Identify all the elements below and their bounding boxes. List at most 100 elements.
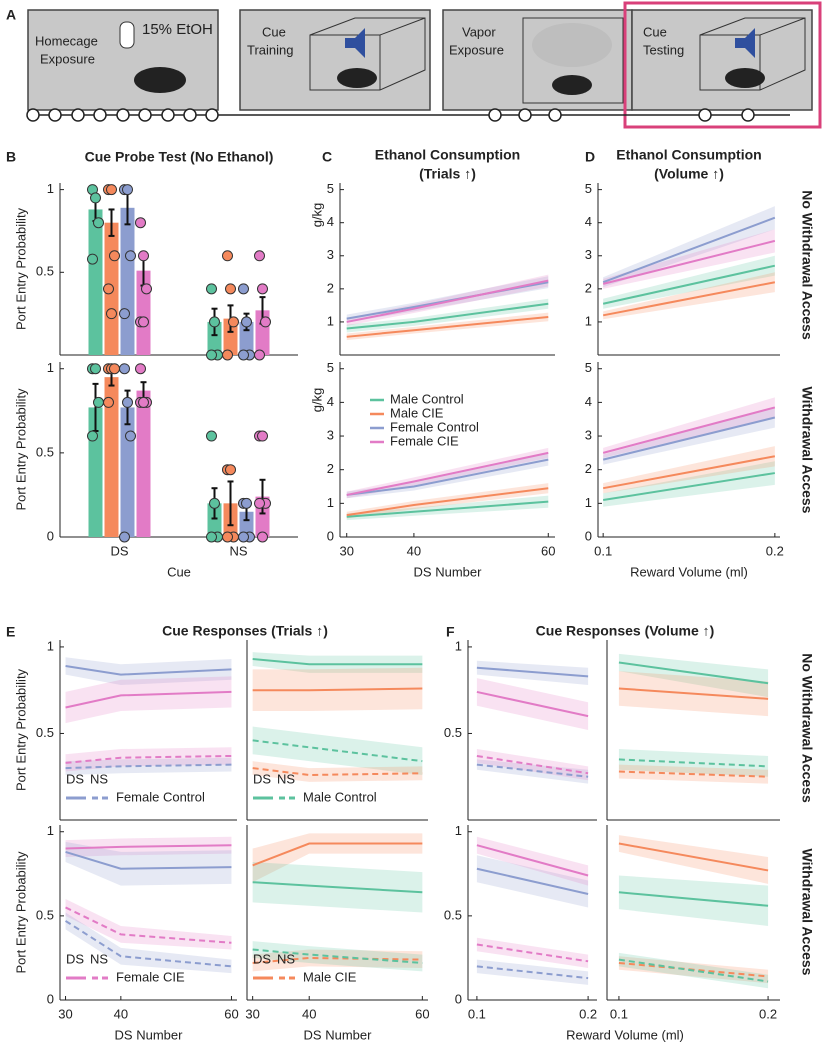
- data-point: [206, 430, 217, 442]
- y-tick-label: 0: [47, 528, 54, 543]
- x-tick-label: 30: [245, 1006, 259, 1021]
- line: [346, 302, 549, 330]
- x-tick-label: 60: [415, 1006, 429, 1021]
- error-bar: [227, 480, 234, 527]
- data-point: [87, 430, 98, 442]
- data-point: [119, 308, 130, 320]
- cage-icon: [309, 17, 426, 91]
- y-tick-label: 0: [327, 528, 334, 543]
- error-band: [252, 761, 423, 782]
- rat-icon: [337, 68, 377, 88]
- legend-label: Female Control: [116, 789, 205, 804]
- legend-label: Female Control: [390, 419, 479, 434]
- panel-label: F: [446, 624, 455, 640]
- data-point: [257, 283, 268, 295]
- x-tick-label: 60: [224, 1006, 238, 1021]
- data-point: [109, 363, 120, 375]
- stage-label: Cue: [643, 24, 667, 39]
- bar: [239, 511, 254, 537]
- timeline-dot: [488, 108, 502, 122]
- line: [346, 451, 549, 496]
- line: [602, 239, 776, 285]
- line: [252, 842, 423, 867]
- legend-label: Male Control: [390, 391, 464, 406]
- data-point: [135, 363, 146, 375]
- y-tick-label: 0.5: [444, 725, 462, 740]
- y-tick-label: 0: [455, 991, 462, 1006]
- y-tick-label: 3: [585, 247, 592, 262]
- x-axis-label: Reward Volume (ml): [566, 1027, 684, 1042]
- legend-label: Male CIE: [303, 969, 357, 984]
- error-band: [603, 407, 775, 465]
- chart-title: Ethanol Consumption: [616, 147, 761, 163]
- legend-label: Female CIE: [116, 969, 185, 984]
- error-band: [618, 653, 769, 698]
- line: [476, 690, 589, 718]
- speaker-icon: [345, 28, 365, 58]
- legend-header: NS: [90, 771, 108, 786]
- y-tick-label: 1: [327, 313, 334, 328]
- y-tick-label: 1: [47, 638, 54, 653]
- timeline-dot: [205, 108, 219, 122]
- data-point: [228, 316, 239, 328]
- data-point: [225, 464, 236, 476]
- rat-icon: [552, 75, 592, 95]
- line: [602, 416, 776, 461]
- data-point: [257, 531, 268, 543]
- line: [618, 758, 769, 768]
- timeline-dot: [518, 108, 532, 122]
- error-band: [618, 835, 769, 884]
- y-tick-label: 2: [327, 280, 334, 295]
- legend-label: Female CIE: [390, 433, 459, 448]
- error-band: [65, 912, 232, 974]
- data-point: [254, 497, 265, 509]
- x-tick-label: 0.1: [610, 1006, 628, 1021]
- data-point: [260, 316, 271, 328]
- line: [252, 956, 423, 964]
- stage-label: Testing: [643, 42, 684, 57]
- line: [602, 406, 776, 454]
- line: [602, 216, 776, 284]
- data-point: [106, 308, 117, 320]
- row-label: Withdrawal Access: [799, 387, 815, 514]
- y-tick-label: 1: [47, 181, 54, 196]
- line: [252, 658, 423, 666]
- x-tick-label: 0.2: [579, 1006, 597, 1021]
- y-tick-label: 0: [585, 528, 592, 543]
- data-point: [138, 316, 149, 328]
- error-band: [603, 397, 775, 458]
- x-tick-label: DS: [110, 543, 128, 558]
- error-band: [65, 747, 232, 772]
- data-point: [87, 253, 98, 265]
- line: [346, 315, 549, 338]
- legend-header: NS: [277, 951, 295, 966]
- x-tick-label: 30: [58, 1006, 72, 1021]
- panel-label: A: [6, 7, 16, 23]
- x-tick-label: 0.1: [468, 1006, 486, 1021]
- stage-label: Vapor: [462, 24, 496, 39]
- line: [65, 690, 232, 709]
- chamber-icon: [522, 17, 624, 104]
- data-point: [209, 497, 220, 509]
- bar: [207, 321, 222, 355]
- panel-label: E: [6, 624, 15, 640]
- bar: [104, 377, 119, 537]
- data-point: [254, 349, 265, 361]
- y-tick-label: 5: [585, 181, 592, 196]
- line: [476, 867, 589, 895]
- line: [476, 965, 589, 980]
- y-tick-label: 2: [585, 461, 592, 476]
- stage-label: Cue: [262, 24, 286, 39]
- data-point: [93, 217, 104, 229]
- data-point: [222, 349, 233, 361]
- y-tick-label: 1: [47, 823, 54, 838]
- timeline-dot: [138, 108, 152, 122]
- timeline-dot: [48, 108, 62, 122]
- rat-icon: [134, 67, 186, 93]
- stage-box: [239, 9, 431, 111]
- x-axis-label: DS Number: [304, 1027, 373, 1042]
- line: [476, 754, 589, 775]
- data-point: [109, 250, 120, 262]
- data-point: [106, 184, 117, 196]
